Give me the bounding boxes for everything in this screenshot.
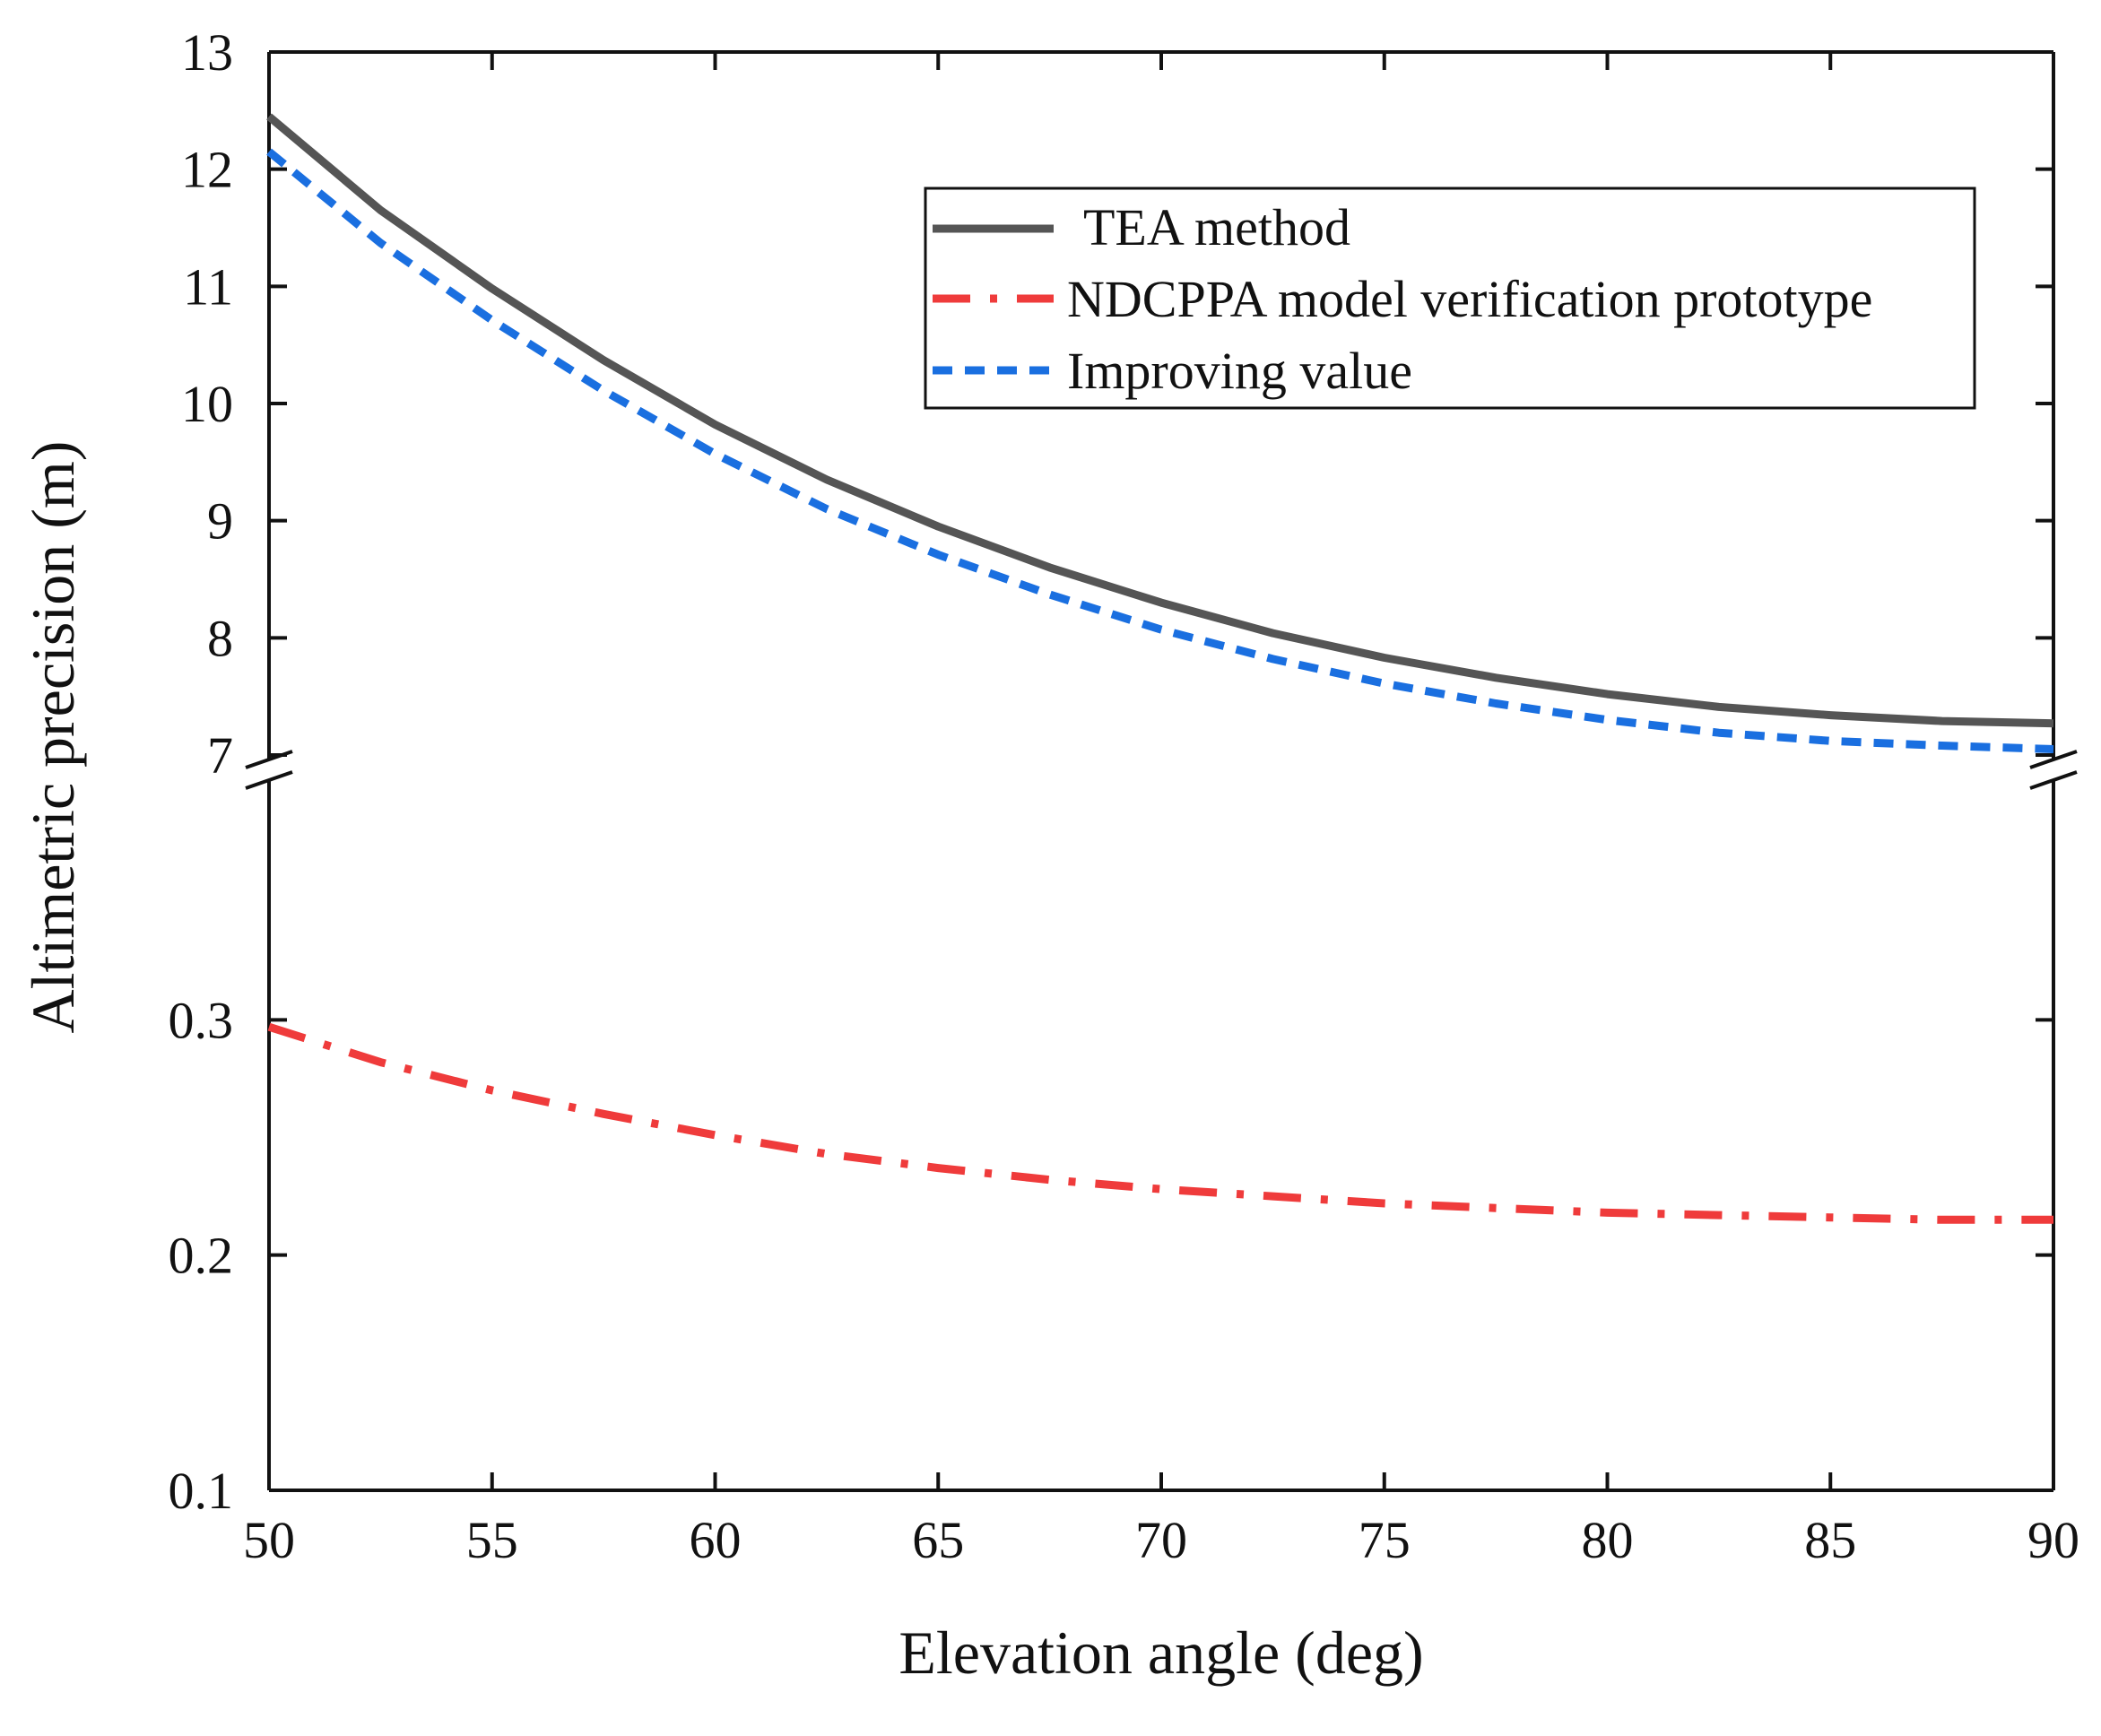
x-tick-label: 85 (1804, 1511, 1856, 1569)
axis-break (245, 750, 2078, 790)
y-tick-label: 0.2 (169, 1227, 234, 1285)
x-tick-label: 65 (912, 1511, 964, 1569)
y-tick-label: 12 (181, 141, 233, 199)
legend-label-tea-method: TEA method (1083, 198, 1350, 256)
y-axis-title: Altimetric precision (m) (19, 441, 87, 1034)
x-tick-label: 75 (1359, 1511, 1411, 1569)
ticks-layer: 50 55 60 65 70 75 80 85 90 7 8 9 10 11 12 13 0.1 0.2 0.3 (169, 23, 2080, 1569)
x-axis-title: Elevation angle (deg) (899, 1619, 1423, 1687)
axis-break-mark (245, 770, 293, 790)
y-tick-label: 10 (181, 375, 233, 433)
legend-label-ndcppa: NDCPPA model verification prototype (1067, 270, 1872, 328)
y-tick-label: 11 (183, 257, 233, 316)
y-tick-label: 8 (207, 609, 233, 667)
x-tick-label: 80 (1582, 1511, 1634, 1569)
axis-break-mark (2029, 750, 2078, 769)
y-tick-label: 9 (207, 492, 233, 551)
legend: TEA method NDCPPA model verification pro… (924, 187, 1976, 410)
x-tick-label: 55 (466, 1511, 518, 1569)
legend-label-improving-value: Improving value (1067, 342, 1412, 400)
x-tick-label: 90 (2027, 1511, 2079, 1569)
axis-break-gap-left (256, 760, 282, 779)
series-layer (266, 113, 2054, 1224)
y-tick-label: 0.3 (169, 991, 234, 1049)
x-tick-label: 50 (243, 1511, 295, 1569)
y-tick-label: 7 (207, 726, 233, 785)
series-line-ndcppa-model-verification-prototype (267, 1022, 2053, 1224)
x-tick-label: 70 (1135, 1511, 1187, 1569)
series-line-improving-value (266, 148, 2054, 753)
axis-break-mark (245, 750, 293, 769)
y-tick-label: 13 (181, 23, 233, 82)
legend-box (924, 187, 1976, 410)
axis-break-mark (2029, 770, 2078, 790)
series-line-tea-method (266, 113, 2054, 728)
x-tick-label: 60 (690, 1511, 742, 1569)
y-tick-label: 0.1 (169, 1462, 234, 1520)
axis-break-gap-right (2041, 760, 2066, 779)
